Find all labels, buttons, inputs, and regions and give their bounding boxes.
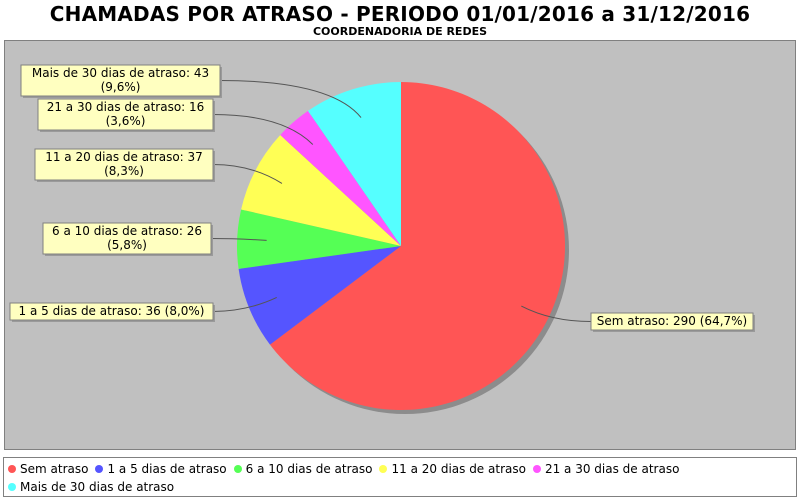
leader-line: [212, 114, 314, 145]
pie-label-box: [20, 64, 221, 97]
legend-item: Sem atraso: [8, 460, 88, 478]
pie-slice: [307, 82, 401, 246]
legend-label: Mais de 30 dias de atraso: [20, 480, 175, 494]
pie-label-text: (5,8%): [107, 238, 147, 252]
legend-label: 6 a 10 dias de atraso: [245, 462, 373, 476]
pie-label-text: 1 a 5 dias de atraso: 36 (8,0%): [19, 304, 205, 318]
leader-line: [212, 164, 283, 184]
pie-label-box: [34, 148, 214, 181]
pie-label-text: (3,6%): [106, 114, 146, 128]
pie-slice: [280, 110, 401, 247]
legend-item: 1 a 5 dias de atraso: [95, 460, 227, 478]
legend-label: Sem atraso: [20, 462, 89, 476]
plot-area: Sem atraso: 290 (64,7%) 1 a 5 dias de atr…: [4, 40, 796, 450]
pie-label-text: 11 a 20 dias de atraso: 37: [45, 150, 203, 164]
legend-item: 21 a 30 dias de atraso: [532, 460, 680, 478]
legend-label: 1 a 5 dias de atraso: [107, 462, 227, 476]
leader-line: [521, 305, 592, 322]
pie-label-text: Sem atraso: 290 (64,7%): [597, 314, 748, 328]
pie-label: Sem atraso: 290 (64,7%): [590, 312, 755, 332]
chart-subtitle: COORDENADORIA DE REDES: [312, 25, 488, 38]
pie-chart: Sem atraso: 290 (64,7%) 1 a 5 dias de atr…: [9, 64, 755, 414]
legend-swatch-icon: [8, 483, 16, 491]
pie-label: 11 a 20 dias de atraso: 37(8,3%): [34, 148, 215, 182]
legend-row: Sem atraso 1 a 5 dias de atraso 6 a 10 dia…: [8, 460, 792, 478]
pie-label-box: [9, 302, 214, 321]
pie-label-box: [42, 222, 212, 255]
pie-label-box: [590, 312, 754, 331]
legend-label: 21 a 30 dias de atraso: [544, 462, 680, 476]
legend: Sem atraso 1 a 5 dias de atraso 6 a 10 dia…: [3, 457, 797, 497]
legend-item: Mais de 30 dias de atraso: [8, 478, 174, 496]
pie-label: 21 a 30 dias de atraso: 16(3,6%): [37, 98, 215, 132]
pie-label-text: Mais de 30 dias de atraso: 43: [32, 66, 209, 80]
leader-line: [219, 80, 362, 118]
pie-label: 1 a 5 dias de atraso: 36 (8,0%): [9, 302, 215, 322]
legend-row: Mais de 30 dias de atraso: [8, 478, 792, 496]
pie-label-text: (9,6%): [101, 80, 141, 94]
pie-label-text: (8,3%): [104, 164, 144, 178]
legend-item: 11 a 20 dias de atraso: [379, 460, 526, 478]
pie-label-box: [37, 98, 214, 131]
pie-slice: [241, 135, 401, 246]
legend-swatch-icon: [95, 465, 104, 473]
legend-swatch-icon: [379, 465, 388, 473]
chart-title: CHAMADAS POR ATRASO - PERIODO 01/01/2016…: [49, 2, 751, 26]
pie-slice: [238, 246, 401, 345]
pie-label: 6 a 10 dias de atraso: 26(5,8%): [42, 222, 213, 256]
legend-swatch-icon: [532, 465, 541, 473]
leader-line: [212, 297, 277, 312]
pie-slice: [269, 82, 565, 410]
legend-item: 6 a 10 dias de atraso: [233, 460, 373, 478]
legend-swatch-icon: [233, 465, 242, 473]
pie-label-text: 21 a 30 dias de atraso: 16: [47, 100, 205, 114]
leader-line: [210, 238, 267, 241]
pie-slice: [236, 209, 401, 269]
legend-swatch-icon: [8, 465, 16, 473]
pie-label-text: 6 a 10 dias de atraso: 26: [52, 224, 202, 238]
pie-label: Mais de 30 dias de atraso: 43(9,6%): [20, 64, 222, 98]
legend-label: 11 a 20 dias de atraso: [391, 462, 526, 476]
